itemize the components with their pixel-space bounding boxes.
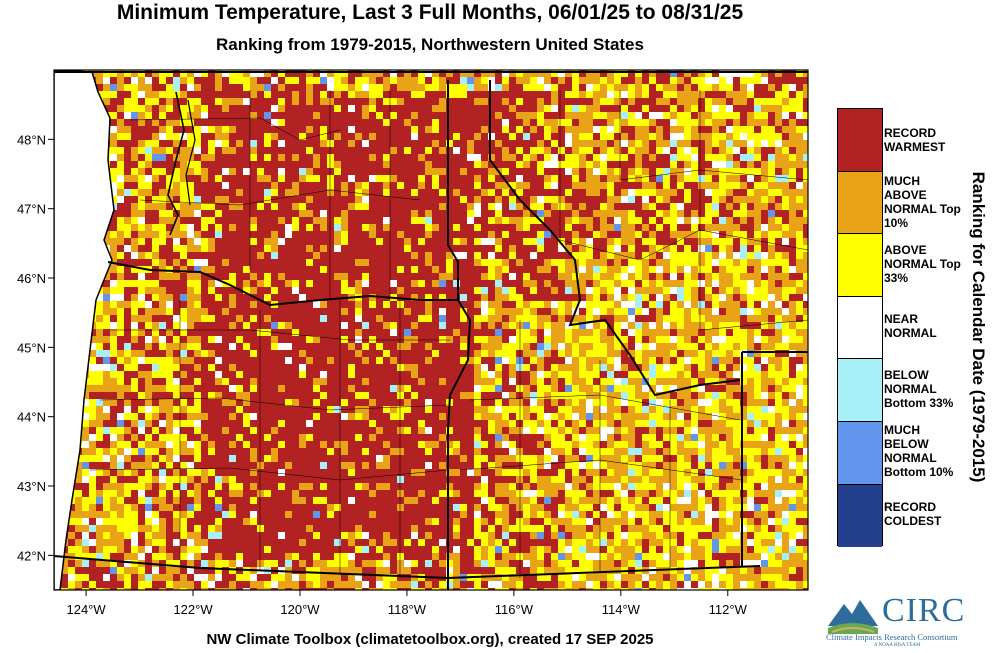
legend-label: ABOVE NORMAL Top 33% bbox=[884, 243, 961, 285]
map-subtitle: Ranking from 1979-2015, Northwestern Uni… bbox=[216, 35, 644, 54]
logo-subtitle: Climate Impacts Research Consortium bbox=[826, 632, 958, 642]
legend-label: RECORD WARMEST bbox=[884, 126, 946, 154]
wa-id-border bbox=[447, 80, 459, 300]
longitude-axis: 124°W 122°W 120°W 118°W 116°W 114°W 112°W bbox=[66, 590, 748, 617]
lat-tick-label: 48°N bbox=[17, 132, 46, 147]
logo-name: CIRC bbox=[882, 592, 966, 629]
lon-tick-label: 124°W bbox=[66, 602, 106, 617]
map-title: Minimum Temperature, Last 3 Full Months,… bbox=[116, 1, 744, 24]
lon-tick-label: 114°W bbox=[602, 602, 641, 617]
legend-title: Ranking for Calendar Date (1979-2015) bbox=[969, 171, 988, 483]
legend-label: MUCH ABOVE NORMAL Top 10% bbox=[884, 174, 961, 230]
lat-tick-label: 44°N bbox=[17, 410, 46, 425]
lat-tick-label: 45°N bbox=[17, 340, 46, 355]
lon-tick-label: 112°W bbox=[709, 602, 748, 617]
mountain-logo-icon bbox=[828, 600, 878, 634]
legend-swatch-much-above-normal bbox=[838, 171, 882, 235]
lat-tick-label: 46°N bbox=[17, 271, 46, 286]
legend-label: MUCH BELOW NORMAL Bottom 10% bbox=[884, 423, 954, 479]
legend-label: BELOW NORMAL Bottom 33% bbox=[884, 368, 954, 410]
latitude-axis: 48°N 47°N 46°N 45°N 44°N 43°N 42°N bbox=[17, 132, 54, 563]
lat-tick-label: 43°N bbox=[17, 479, 46, 494]
wa-or-border bbox=[107, 261, 458, 307]
credit-line: NW Climate Toolbox (climatetoolbox.org),… bbox=[206, 631, 654, 648]
legend-swatch-above-normal bbox=[838, 234, 882, 297]
id-mt-border bbox=[489, 80, 741, 397]
southern-border bbox=[54, 555, 761, 580]
legend-labels: RECORD WARMEST MUCH ABOVE NORMAL Top 10%… bbox=[884, 108, 964, 546]
logo-tagline: A NOAA RISA TEAM bbox=[874, 643, 921, 648]
legend-label: RECORD COLDEST bbox=[884, 500, 942, 528]
lon-tick-label: 122°W bbox=[173, 602, 213, 617]
county-lines bbox=[89, 90, 808, 578]
lon-tick-label: 120°W bbox=[280, 602, 320, 617]
legend-swatch-record-coldest bbox=[838, 484, 882, 548]
lat-tick-label: 47°N bbox=[17, 202, 46, 217]
legend-swatch-below-normal bbox=[838, 359, 882, 422]
or-id-border bbox=[447, 299, 472, 590]
legend-swatch-record-warmest bbox=[838, 109, 882, 172]
ranking-cells bbox=[54, 70, 808, 590]
color-legend bbox=[837, 108, 883, 548]
wy-border bbox=[741, 351, 808, 566]
lon-tick-label: 116°W bbox=[495, 602, 534, 617]
map-frame bbox=[53, 69, 809, 591]
lon-tick-label: 118°W bbox=[388, 602, 427, 617]
state-borders bbox=[54, 70, 808, 590]
legend-swatch-near-normal bbox=[838, 296, 882, 360]
lat-tick-label: 42°N bbox=[17, 548, 46, 563]
puget-sound bbox=[167, 91, 185, 236]
legend-swatch-much-below-normal bbox=[838, 421, 882, 485]
legend-label: NEAR NORMAL bbox=[884, 312, 937, 340]
circ-logo: CIRC Climate Impacts Research Consortium… bbox=[826, 592, 986, 650]
